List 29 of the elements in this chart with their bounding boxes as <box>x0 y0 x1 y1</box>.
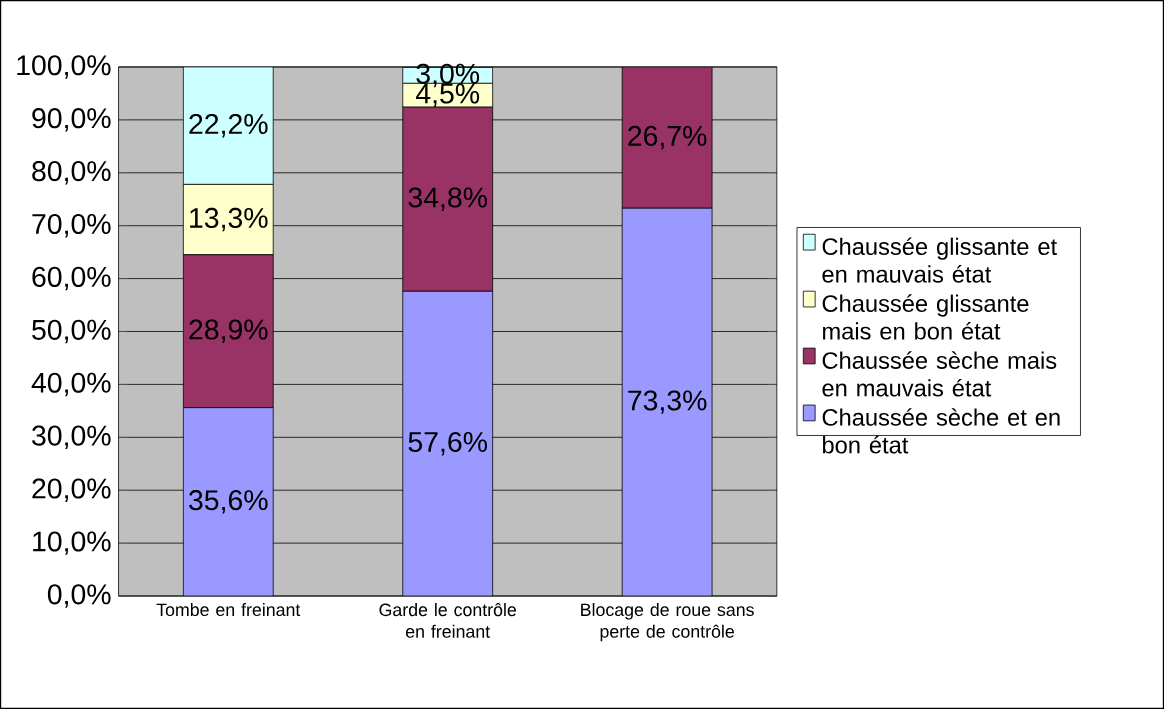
data-label: 22,2% <box>189 113 268 138</box>
y-tick-label: 100,0% <box>17 55 111 79</box>
data-label: 35,6% <box>189 490 268 514</box>
y-tick-label: 50,0% <box>32 319 111 344</box>
x-tick-label: Garde le contrôle en freinant <box>379 603 517 638</box>
legend-label: Chaussée sèche mais en mauvais état <box>822 351 1057 397</box>
data-label: 73,3% <box>628 390 707 414</box>
y-tick-label: 0,0% <box>47 584 111 608</box>
bar <box>182 407 274 597</box>
y-tick-label: 90,0% <box>32 108 111 132</box>
y-tick-label: 60,0% <box>32 266 111 291</box>
legend-label: Chaussée glissante mais en bon état <box>822 294 1029 340</box>
data-label: 57,6% <box>408 431 487 456</box>
x-tick-label: Blocage de roue sans perte de contrôle <box>581 603 754 642</box>
y-tick-label: 40,0% <box>31 372 111 397</box>
y-tick-label: 30,0% <box>32 425 111 450</box>
y-tick-label: 20,0% <box>32 478 111 502</box>
bar <box>402 290 494 597</box>
y-tick-label: 10,0% <box>33 531 111 555</box>
x-tick-label: Tombe en freinant <box>156 603 301 617</box>
y-tick-label: 80,0% <box>32 161 111 185</box>
data-label: 28,9% <box>189 319 268 343</box>
data-label: 34,8% <box>408 187 487 211</box>
data-label: 26,7% <box>628 125 707 150</box>
legend-label: Chaussée glissante et en mauvais état <box>822 237 1057 283</box>
data-label: 13,3% <box>190 207 268 232</box>
legend-label: Chaussée sèche et en bon état <box>822 408 1060 454</box>
y-tick-label: 70,0% <box>32 213 111 238</box>
bar <box>621 207 713 597</box>
